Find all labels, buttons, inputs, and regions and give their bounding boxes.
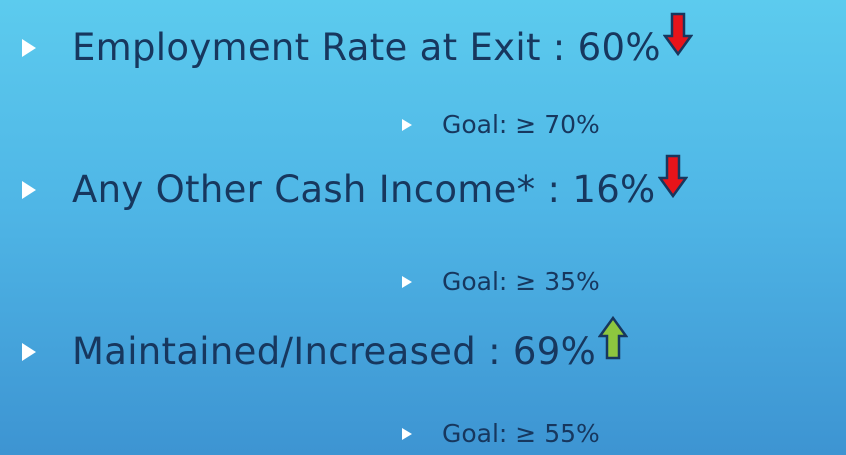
bullet-marker	[402, 275, 412, 288]
bullet: Any Other Cash Income* : 16%	[22, 154, 688, 211]
bullet-text: Maintained/Increased : 69%	[72, 330, 597, 373]
goal-text: Goal: ≥ 70%	[442, 110, 600, 139]
bullet-marker	[22, 180, 36, 199]
bullet-marker	[22, 38, 36, 57]
bullet-marker	[402, 427, 412, 440]
goal: Goal: ≥ 35%	[402, 267, 600, 296]
goal-text: Goal: ≥ 35%	[442, 267, 600, 296]
bullet-text: Any Other Cash Income* : 16%	[72, 168, 656, 211]
down-arrow	[662, 12, 693, 56]
bullet-marker	[22, 342, 36, 361]
bullet-text: Employment Rate at Exit : 60%	[72, 26, 661, 69]
up-arrow	[598, 315, 629, 359]
goal: Goal: ≥ 55%	[402, 419, 600, 448]
bullet-marker	[402, 118, 412, 131]
down-arrow	[657, 154, 688, 198]
bullet: Employment Rate at Exit : 60%	[22, 12, 693, 69]
goal-text: Goal: ≥ 55%	[442, 419, 600, 448]
goal: Goal: ≥ 70%	[402, 110, 600, 139]
bullet: Maintained/Increased : 69%	[22, 315, 629, 373]
